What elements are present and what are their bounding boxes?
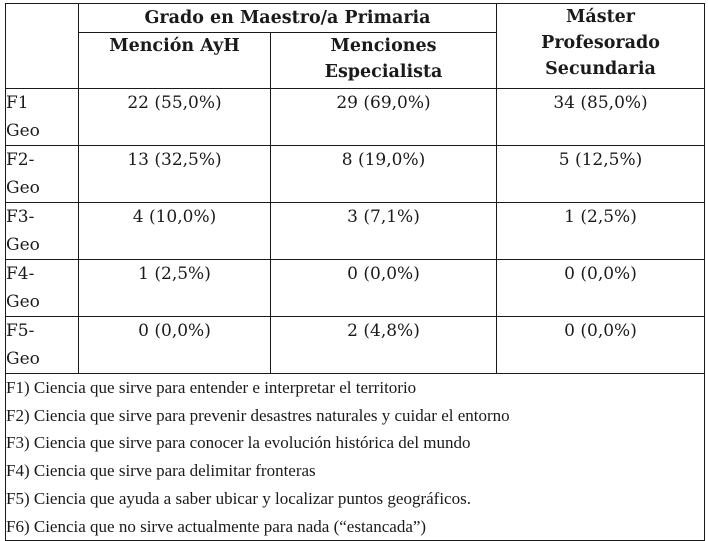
- header-line: Mención AyH: [109, 36, 240, 56]
- row-label: F4- Geo: [5, 259, 79, 317]
- row-label-line: F2-: [6, 150, 35, 170]
- corner-cell: [5, 3, 79, 89]
- table-row: F2- Geo 13 (32,5%) 8 (19,0%) 5 (12,5%): [5, 145, 706, 203]
- row-label: F5- Geo: [5, 316, 79, 374]
- header-row-group: Grado en Maestro/a Primaria Máster Profe…: [5, 3, 706, 89]
- footnote-f6: F6) Ciencia que no sirve actualmente par…: [6, 516, 427, 536]
- row-label-line: Geo: [6, 349, 40, 369]
- cell-value: 0 (0,0%): [269, 259, 498, 317]
- row-label-line: Geo: [6, 235, 40, 255]
- cell-value: 1 (2,5%): [496, 202, 706, 260]
- cell-value: 0 (0,0%): [496, 259, 706, 317]
- header-line: Menciones: [330, 36, 437, 56]
- row-label-line: Geo: [6, 121, 40, 141]
- row-label-line: F3-: [6, 207, 35, 227]
- header-line: Especialista: [324, 62, 443, 82]
- master-title-line: Profesorado: [541, 33, 660, 53]
- footnote-f4: F4) Ciencia que sirve para delimitar fro…: [6, 461, 316, 481]
- header-row-sub: Mención AyH Menciones Especialista: [6, 32, 705, 89]
- cell-value: 0 (0,0%): [78, 316, 271, 374]
- cell-value: 13 (32,5%): [78, 145, 271, 203]
- table-row: F4- Geo 1 (2,5%) 0 (0,0%) 0 (0,0%): [5, 259, 706, 317]
- footnotes-row: F1) Ciencia que sirve para entender e in…: [4, 372, 706, 541]
- results-table: Grado en Maestro/a Primaria Máster Profe…: [4, 3, 706, 541]
- footnote-f3: F3) Ciencia que sirve para conocer la ev…: [6, 433, 471, 453]
- column-header-master: Máster Profesorado Secundaria: [496, 3, 706, 89]
- cell-value: 29 (69,0%): [269, 88, 498, 146]
- cell-value: 34 (85,0%): [496, 88, 706, 146]
- cell-value: 0 (0,0%): [496, 316, 706, 374]
- cell-value: 1 (2,5%): [78, 259, 271, 317]
- master-title-line: Máster: [566, 7, 636, 27]
- table-row: F5- Geo 0 (0,0%) 2 (4,8%) 0 (0,0%): [5, 316, 706, 374]
- cell-value: 2 (4,8%): [269, 316, 498, 374]
- footnote-f2: F2) Ciencia que sirve para prevenir desa…: [6, 405, 510, 425]
- cell-value: 5 (12,5%): [496, 145, 706, 203]
- footnote-f1: F1) Ciencia que sirve para entender e in…: [6, 378, 417, 397]
- cell-value: 8 (19,0%): [269, 145, 498, 203]
- column-header-mencion-ayh: Mención AyH: [78, 32, 271, 89]
- row-label: F1 Geo: [5, 88, 79, 146]
- row-label-line: F5-: [6, 321, 35, 341]
- row-label-line: F4-: [6, 264, 35, 284]
- table-row: F1 Geo 22 (55,0%) 29 (69,0%) 34 (85,0%): [5, 88, 706, 146]
- row-label-line: Geo: [6, 292, 40, 312]
- row-label-line: F1: [6, 93, 29, 113]
- row-label: F3- Geo: [5, 202, 79, 260]
- row-label: F2- Geo: [5, 145, 79, 203]
- footnote-f5: F5) Ciencia que ayuda a saber ubicar y l…: [6, 488, 471, 508]
- footnotes-cell: F1) Ciencia que sirve para entender e in…: [4, 372, 706, 541]
- column-header-menciones-especialista: Menciones Especialista: [269, 32, 498, 89]
- master-title-line: Secundaria: [545, 59, 656, 79]
- cell-value: 4 (10,0%): [78, 202, 271, 260]
- group-header-grado: Grado en Maestro/a Primaria: [77, 3, 498, 33]
- table-row: F3- Geo 4 (10,0%) 3 (7,1%) 1 (2,5%): [5, 202, 706, 260]
- cell-value: 3 (7,1%): [269, 202, 498, 260]
- cell-value: 22 (55,0%): [78, 88, 271, 146]
- row-label-line: Geo: [6, 178, 40, 198]
